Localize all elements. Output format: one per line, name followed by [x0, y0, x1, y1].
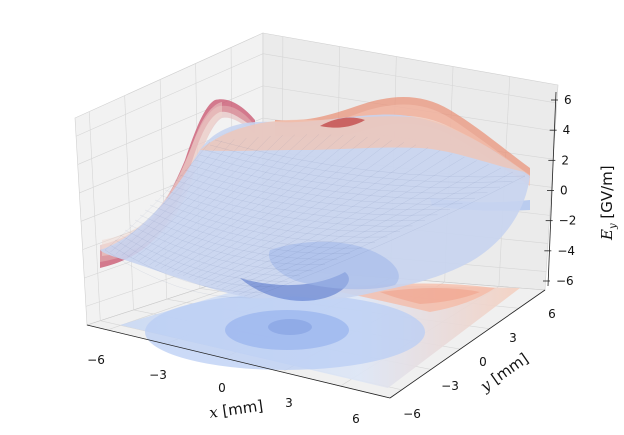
- mesh-line: [182, 138, 380, 277]
- z-tick-label: 2: [561, 153, 569, 167]
- mesh-line: [138, 135, 283, 262]
- mesh-line: [216, 153, 453, 288]
- mesh-line: [238, 167, 501, 295]
- floor-contour-warm2: [380, 288, 480, 304]
- mesh-line: [194, 159, 476, 200]
- x-tick-label: 0: [218, 381, 226, 395]
- z-tick-label: 6: [564, 93, 572, 107]
- mesh-line: [155, 134, 320, 267]
- mesh-line: [205, 147, 429, 284]
- mesh-line: [177, 136, 368, 275]
- mesh-line: [214, 139, 526, 178]
- surface-warm-ridge: [200, 116, 525, 172]
- x-tick-label: 6: [352, 412, 360, 426]
- z-tick-label: −2: [559, 214, 577, 228]
- y-tick-label: −6: [403, 407, 421, 421]
- mesh-line: [139, 214, 338, 260]
- mesh-line: [129, 224, 313, 271]
- x-tick-label: 3: [285, 396, 293, 410]
- mesh-line: [189, 164, 463, 205]
- y-tick-label: 6: [548, 307, 556, 321]
- mesh-line: [116, 139, 235, 254]
- mesh-line: [227, 160, 477, 291]
- mesh-line: [188, 140, 392, 278]
- z-tick-label: −4: [557, 244, 575, 258]
- mesh-line: [244, 171, 513, 297]
- mesh-line: [159, 194, 388, 238]
- mesh-line: [204, 149, 501, 189]
- z-tick-label: −6: [556, 274, 574, 288]
- mesh-line: [127, 136, 259, 258]
- mesh-line: [109, 244, 263, 293]
- z-gridline-left: [77, 85, 264, 165]
- mesh-line: [104, 141, 211, 251]
- z-gridline-back: [262, 53, 557, 104]
- z-tick-label: 0: [560, 184, 568, 198]
- mesh-line: [149, 204, 363, 249]
- mesh-line: [210, 150, 441, 286]
- mesh-line: [119, 234, 288, 282]
- z-axis: −6 −4 −2 0 2 4 6: [543, 91, 577, 288]
- mesh-line: [164, 189, 401, 232]
- surface: [100, 114, 530, 301]
- mesh-line: [233, 164, 489, 293]
- z-gridline-left: [75, 53, 264, 137]
- mesh-line: [222, 156, 465, 289]
- floor-contour-inner: [268, 319, 312, 335]
- mesh-line: [199, 144, 417, 282]
- mesh-line: [249, 175, 526, 299]
- y-axis: −6 −3 0 3 6: [389, 289, 556, 421]
- mesh-line: [169, 184, 413, 227]
- surface-red-peak: [320, 117, 365, 128]
- mesh-line: [114, 239, 276, 288]
- mesh-line: [209, 144, 513, 183]
- mesh-line: [160, 134, 332, 269]
- mesh-line: [134, 219, 326, 266]
- mesh-line: [179, 174, 438, 216]
- z-axis-line: [547, 91, 557, 287]
- y-tick-label: 0: [479, 355, 487, 369]
- x-axis-label: x [mm]: [208, 397, 264, 422]
- mesh-line: [110, 140, 223, 253]
- mesh-line: [166, 134, 344, 271]
- x-axis-line: [86, 324, 391, 399]
- y-tick-label: 3: [509, 331, 517, 345]
- surface-mesh: [104, 134, 526, 299]
- mesh-line: [144, 209, 351, 255]
- mesh-line: [174, 179, 426, 222]
- y-axis-line: [389, 289, 546, 399]
- mesh-line: [199, 154, 488, 194]
- surface-trough: [240, 272, 349, 301]
- mesh-line: [124, 229, 301, 277]
- z-tick-label: 4: [563, 123, 571, 137]
- surface-blue-lobe: [269, 241, 399, 290]
- mesh-line: [194, 142, 404, 280]
- y-tick-label: −3: [441, 379, 459, 393]
- mesh-line: [154, 199, 376, 244]
- surface-body: [100, 114, 530, 300]
- mesh-line: [184, 169, 451, 211]
- back-wall-profile-1: [275, 96, 530, 178]
- mesh-line: [121, 137, 247, 256]
- x-axis: −6 −3 0 3 6: [86, 324, 391, 426]
- z-axis-label: Ey [GV/m]: [598, 165, 619, 241]
- mesh-line: [104, 249, 251, 299]
- floor-contours: [120, 283, 520, 388]
- mesh-line: [143, 134, 295, 264]
- x-tick-label: −6: [87, 353, 105, 367]
- mesh-line: [149, 134, 308, 265]
- x-tick-label: −3: [149, 368, 167, 382]
- mesh-line: [171, 135, 356, 273]
- mesh-line: [132, 135, 271, 260]
